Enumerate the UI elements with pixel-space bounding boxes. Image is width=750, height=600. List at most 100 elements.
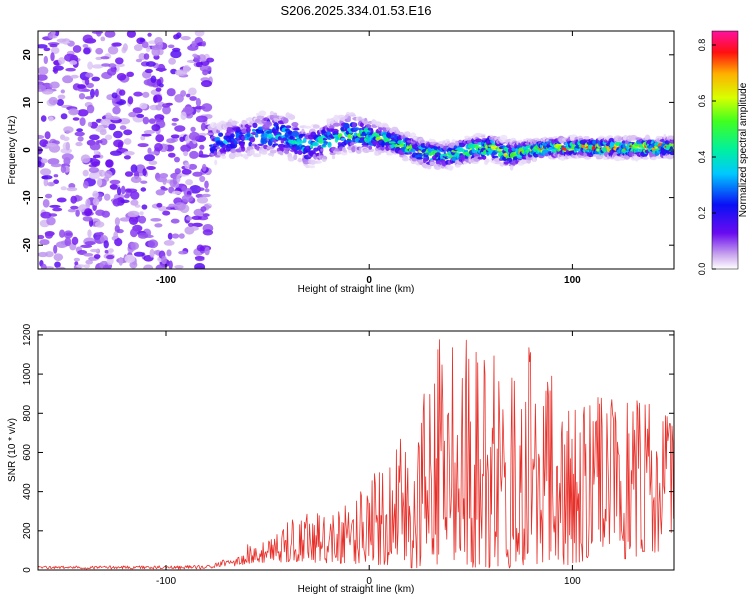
heatmap-signal-cell — [411, 157, 418, 162]
heatmap-noise-cell — [133, 91, 143, 97]
heatmap-signal-cell — [434, 152, 442, 158]
heatmap-signal-cell — [282, 117, 289, 124]
spectrogram-ytick-label: 0 — [22, 147, 33, 153]
heatmap-noise-cell — [50, 163, 62, 168]
heatmap-signal-cell — [258, 110, 267, 116]
heatmap-noise-cell — [185, 216, 193, 221]
heatmap-noise-cell — [77, 84, 86, 89]
heatmap-noise-cell — [180, 111, 187, 121]
heatmap-noise-cell — [54, 261, 61, 268]
heatmap-noise-cell — [49, 44, 58, 48]
heatmap-noise-cell — [38, 84, 46, 92]
heatmap-noise-cell — [140, 180, 148, 184]
heatmap-noise-cell — [191, 215, 202, 220]
heatmap-noise-cell — [91, 64, 104, 69]
heatmap-noise-cell — [194, 31, 205, 37]
heatmap-noise-cell — [108, 123, 116, 131]
heatmap-signal-cell — [269, 111, 274, 116]
heatmap-noise-cell — [119, 125, 127, 130]
heatmap-noise-cell — [139, 211, 144, 216]
heatmap-signal-cell — [402, 157, 409, 162]
heatmap-signal-cell — [206, 132, 214, 136]
heatmap-noise-cell — [82, 34, 94, 44]
heatmap-signal-cell — [669, 135, 674, 140]
heatmap-noise-cell — [92, 190, 99, 199]
heatmap-signal-cell — [231, 120, 238, 126]
heatmap-noise-cell — [88, 171, 100, 180]
heatmap-noise-cell — [170, 218, 180, 224]
heatmap-noise-cell — [114, 217, 120, 226]
heatmap-noise-cell — [95, 209, 105, 216]
heatmap-noise-cell — [56, 38, 67, 43]
heatmap-noise-cell — [149, 248, 155, 258]
heatmap-signal-cell — [429, 161, 435, 166]
heatmap-noise-cell — [56, 99, 64, 106]
heatmap-signal-cell — [310, 159, 316, 165]
heatmap-signal-cell — [642, 156, 649, 160]
heatmap-noise-cell — [140, 135, 146, 141]
heatmap-noise-cell — [149, 151, 160, 155]
heatmap-noise-cell — [178, 250, 188, 255]
heatmap-noise-cell — [97, 139, 103, 144]
heatmap-signal-cell — [313, 147, 319, 152]
heatmap-noise-cell — [44, 131, 51, 140]
heatmap-noise-cell — [60, 89, 65, 94]
heatmap-noise-cell — [84, 241, 96, 246]
heatmap-noise-cell — [87, 229, 92, 238]
heatmap-noise-cell — [100, 138, 108, 146]
heatmap-noise-cell — [183, 150, 189, 157]
heatmap-noise-cell — [187, 44, 199, 51]
heatmap-noise-cell — [191, 40, 196, 48]
heatmap-noise-cell — [166, 88, 176, 97]
heatmap-noise-cell — [191, 222, 203, 228]
heatmap-signal-cell — [235, 150, 242, 157]
heatmap-noise-cell — [65, 141, 71, 151]
heatmap-noise-cell — [132, 107, 143, 114]
heatmap-noise-cell — [127, 96, 134, 105]
heatmap-noise-cell — [115, 57, 124, 65]
heatmap-noise-cell — [202, 229, 214, 236]
heatmap-noise-cell — [144, 68, 153, 74]
heatmap-noise-cell — [65, 232, 73, 236]
heatmap-noise-cell — [60, 113, 68, 120]
heatmap-noise-cell — [123, 151, 135, 156]
heatmap-noise-cell — [122, 43, 128, 52]
heatmap-noise-cell — [101, 63, 111, 67]
heatmap-noise-cell — [71, 236, 79, 245]
heatmap-signal-cell — [249, 136, 256, 143]
heatmap-signal-cell — [447, 165, 454, 171]
heatmap-noise-cell — [56, 197, 67, 203]
heatmap-signal-cell — [327, 141, 332, 148]
heatmap-noise-cell — [140, 187, 147, 192]
heatmap-signal-cell — [532, 157, 536, 162]
heatmap-signal-cell — [521, 149, 525, 154]
heatmap-signal-cell — [395, 128, 400, 134]
heatmap-noise-cell — [187, 222, 194, 227]
heatmap-noise-cell — [153, 250, 159, 255]
heatmap-signal-cell — [584, 136, 590, 140]
snr-ytick-label: 800 — [22, 404, 33, 421]
heatmap-noise-cell — [181, 194, 194, 203]
heatmap-signal-cell — [253, 153, 262, 158]
heatmap-noise-cell — [130, 228, 138, 238]
heatmap-noise-cell — [39, 139, 49, 148]
heatmap-signal-cell — [246, 127, 251, 133]
heatmap-noise-cell — [201, 103, 213, 112]
heatmap-signal-cell — [279, 152, 284, 156]
heatmap-noise-cell — [46, 143, 57, 147]
heatmap-noise-cell — [113, 139, 124, 148]
heatmap-noise-cell — [145, 61, 156, 67]
heatmap-noise-cell — [104, 249, 109, 254]
snr-xtick-label: 100 — [564, 576, 581, 587]
figure-title: S206.2025.334.01.53.E16 — [280, 3, 431, 18]
heatmap-noise-cell — [47, 158, 60, 165]
heatmap-noise-cell — [62, 136, 70, 142]
snr-ylabel: SNR (10 * v/v) — [7, 418, 18, 482]
heatmap-noise-cell — [117, 187, 122, 196]
heatmap-noise-cell — [90, 88, 95, 98]
heatmap-signal-cell — [353, 127, 360, 131]
heatmap-signal-cell — [455, 164, 461, 168]
heatmap-noise-cell — [201, 163, 207, 172]
